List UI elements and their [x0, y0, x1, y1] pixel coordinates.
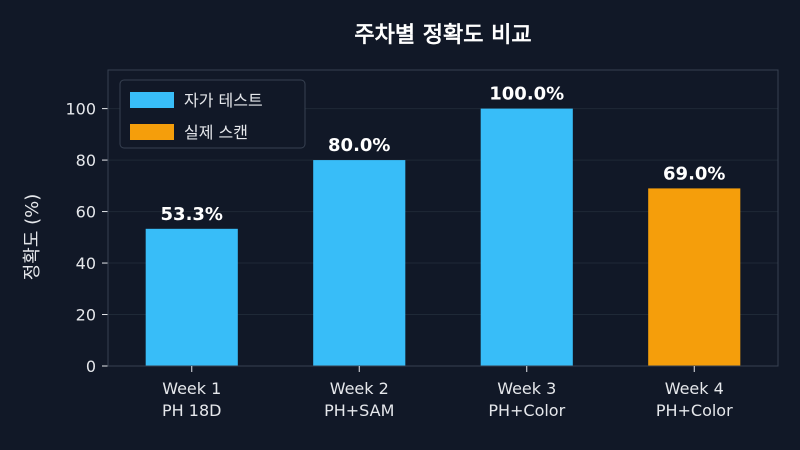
bar-value-label: 69.0% [663, 163, 725, 184]
y-tick-label: 80 [76, 151, 96, 170]
y-tick-label: 60 [76, 203, 96, 222]
x-tick-label: Week 2 [330, 379, 389, 398]
plot-frame [107, 69, 779, 367]
chart-title: 주차별 정확도 비교 [354, 23, 531, 48]
bars [145, 108, 741, 366]
y-tick-label: 40 [76, 254, 96, 273]
y-axis-title: 정확도 (%) [22, 194, 43, 281]
x-tick-label: PH 18D [162, 401, 221, 420]
bar-value-label: 100.0% [489, 84, 564, 105]
legend-swatch [130, 92, 174, 108]
y-tick-label: 100 [65, 100, 96, 119]
x-tick-label: Week 3 [497, 379, 556, 398]
axes: 0 20 40 60 80 100 Week 1 PH 18D Week 2 PH+SAM Week… [65, 69, 779, 420]
legend-label: 자가 테스트 [184, 91, 263, 110]
y-tick-label: 20 [76, 306, 96, 325]
bar [313, 160, 406, 366]
bar-value-label: 80.0% [328, 135, 390, 156]
x-tick-label: PH+SAM [324, 401, 394, 420]
x-tick-label: Week 1 [162, 379, 221, 398]
bar [648, 188, 741, 366]
bar-value-label: 53.3% [161, 204, 223, 225]
bar [480, 108, 573, 366]
x-tick-label: PH+Color [488, 401, 565, 420]
y-tick-label: 0 [86, 357, 96, 376]
x-tick-label: PH+Color [656, 401, 733, 420]
legend-label: 실제 스캔 [184, 123, 248, 142]
value-labels: 53.3% 80.0% 100.0% 69.0% [161, 84, 726, 225]
legend-swatch [130, 124, 174, 140]
x-tick-label: Week 4 [665, 379, 724, 398]
bar [145, 228, 238, 366]
